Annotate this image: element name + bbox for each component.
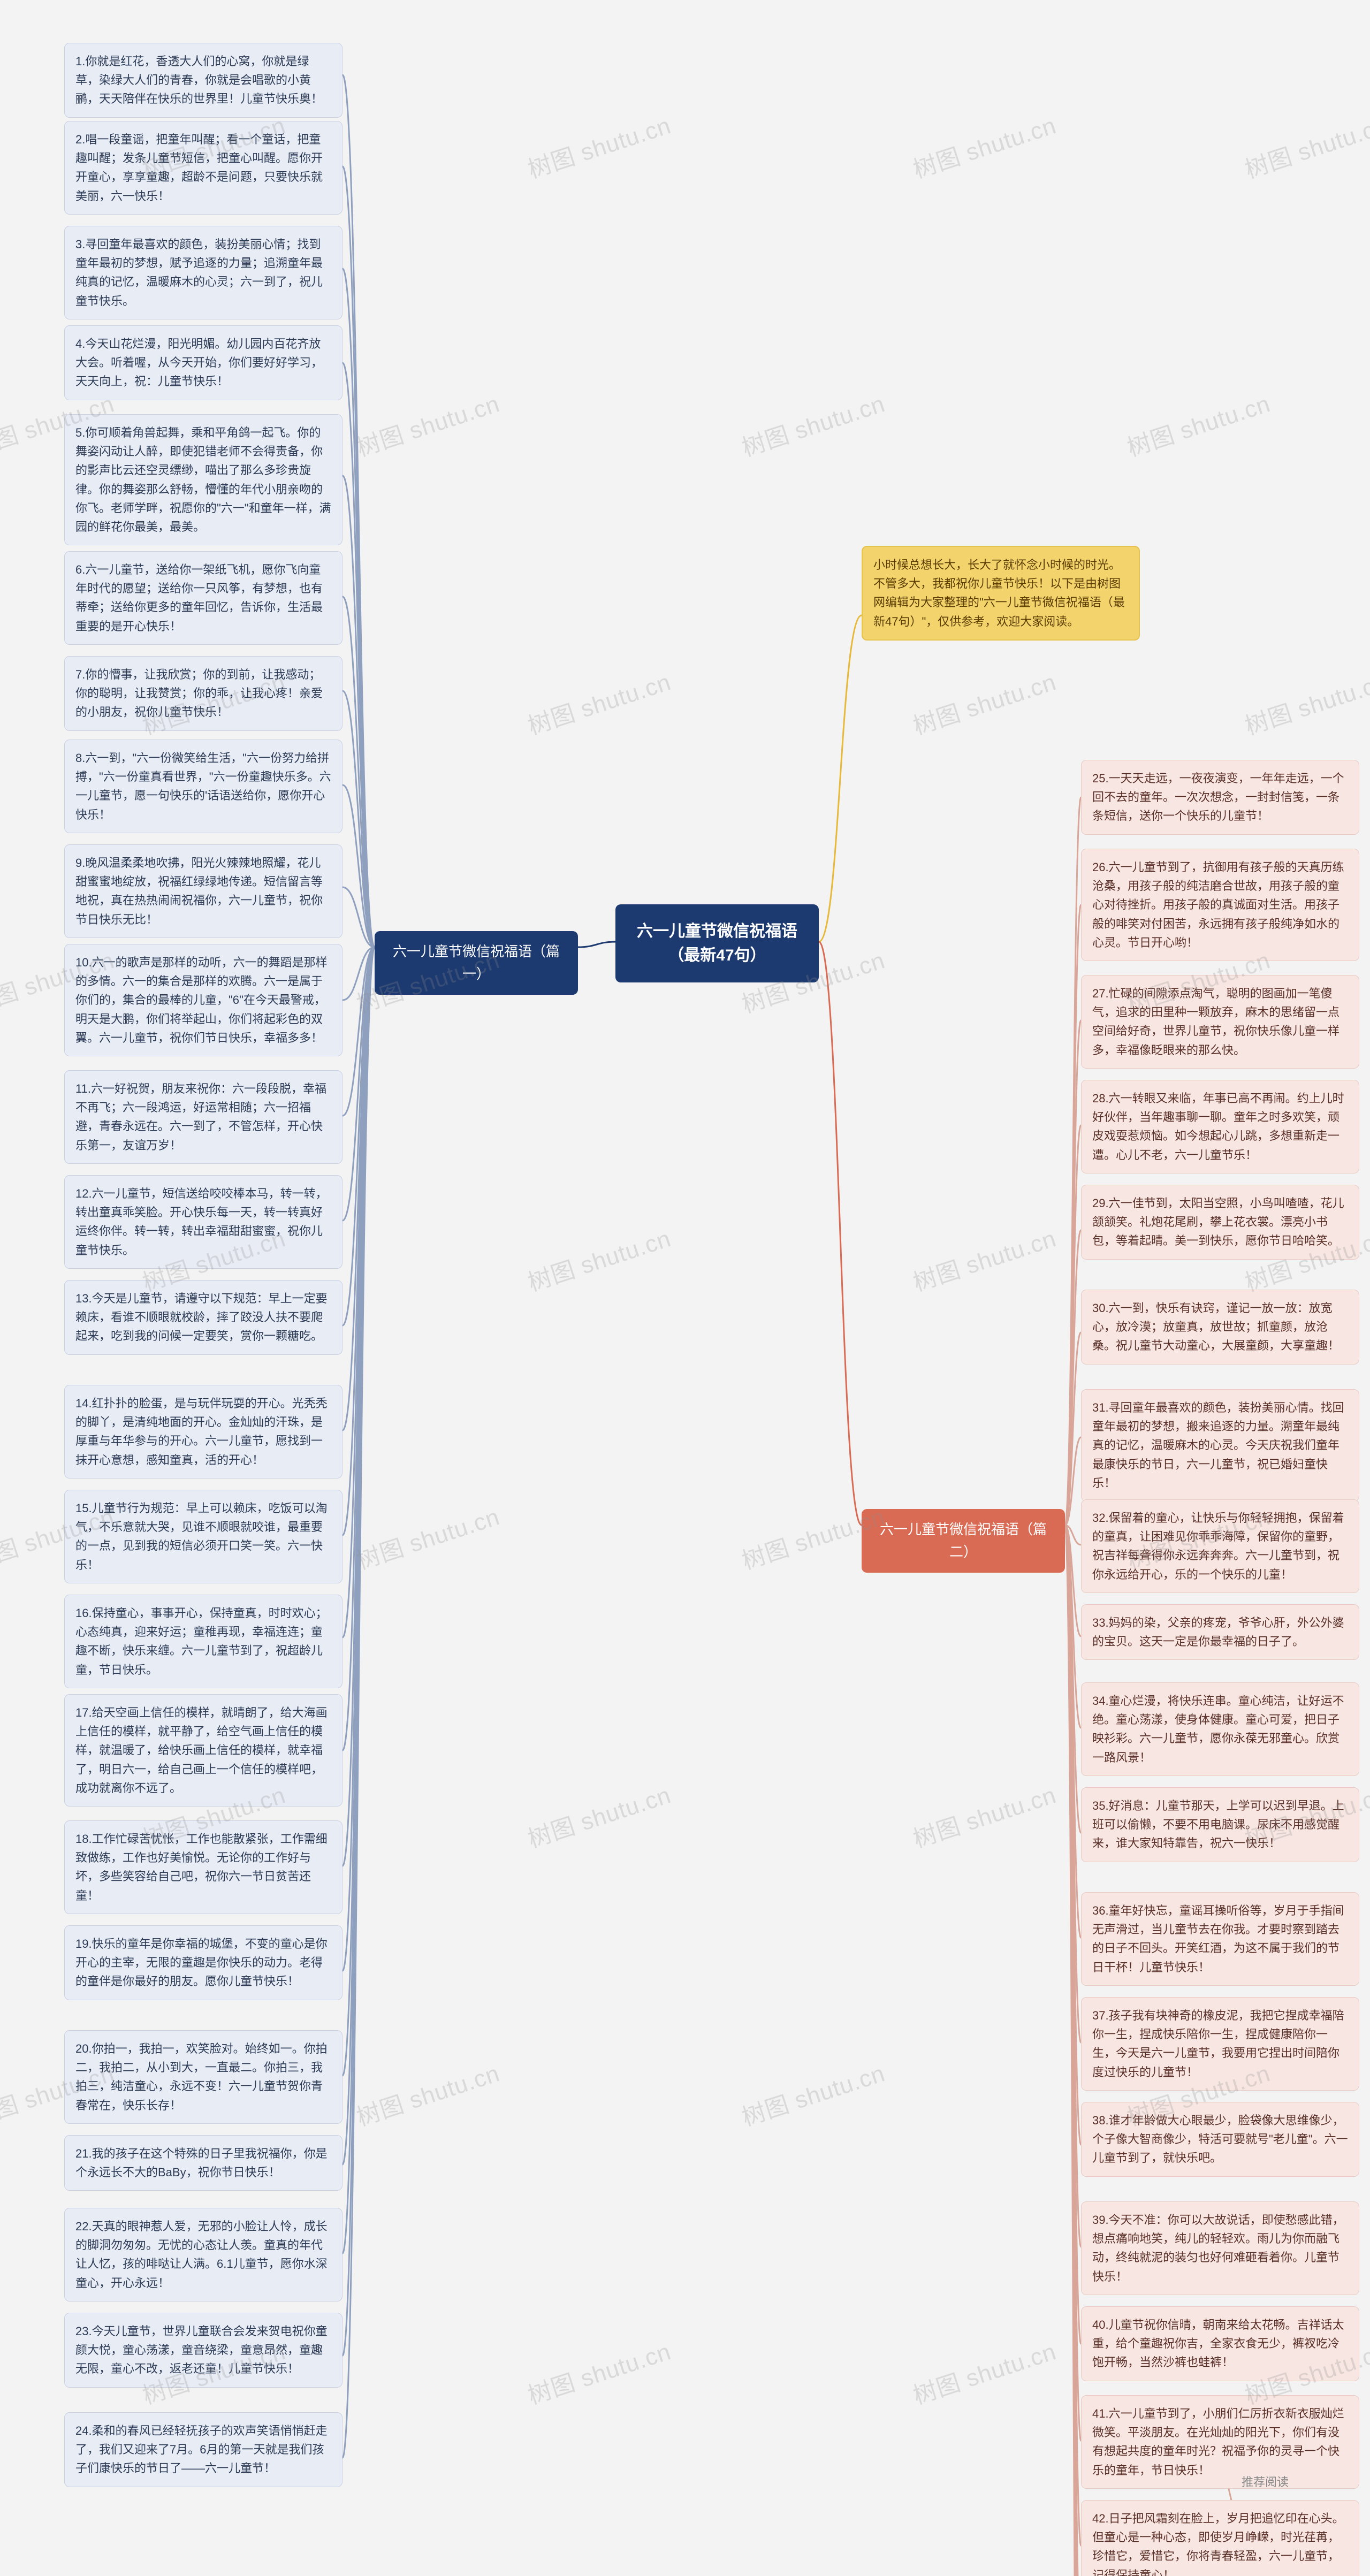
left-leaf: 1.你就是红花，香透大人们的心窝，你就是绿草，染绿大人们的青春，你就是会唱歌的小…	[64, 43, 342, 118]
right-leaf: 42.日子把风霜刻在脸上，岁月把追忆印在心头。但童心是一种心态，即使岁月峥嵘，时…	[1081, 2500, 1359, 2576]
left-leaf: 12.六一儿童节，短信送给咬咬棒本马，转一转，转出童真乖笑脸。开心快乐每一天，转…	[64, 1175, 342, 1269]
left-leaf: 7.你的懵事，让我欣赏；你的到前，让我感动；你的聪明，让我赞赏；你的乖，让我心疼…	[64, 656, 342, 731]
right-leaf: 34.童心烂漫，将快乐连串。童心纯洁，让好运不绝。童心荡漾，使身体健康。童心可爱…	[1081, 1682, 1359, 1776]
right-leaf: 25.一天天走远，一夜夜演变，一年年走远，一个回不去的童年。一次次想念，一封封信…	[1081, 760, 1359, 835]
watermark: 树图 shutu.cn	[737, 385, 889, 463]
watermark: 树图 shutu.cn	[352, 1498, 504, 1576]
right-leaf: 40.儿童节祝你信晴，朝南来给太花畅。吉祥话太重，给个童趣祝你吉，全家衣食无少，…	[1081, 2306, 1359, 2381]
watermark: 树图 shutu.cn	[908, 2333, 1060, 2411]
root-node: 六一儿童节微信祝福语（最新47句）	[615, 904, 819, 982]
left-leaf: 6.六一儿童节，送给你一架纸飞机，愿你飞向童年时代的愿望；送给你一只风筝，有梦想…	[64, 551, 342, 645]
left-leaf: 2.唱一段童谣，把童年叫醒；看一个童话，把童趣叫醒；发条儿童节短信，把童心叫醒。…	[64, 121, 342, 215]
left-leaf: 22.天真的眼神惹人爱，无邪的小脸让人怜，成长的脚洞勿匆匆。无忧的心态让人羡。童…	[64, 2208, 342, 2301]
watermark: 树图 shutu.cn	[523, 1776, 675, 1855]
left-leaf: 21.我的孩子在这个特殊的日子里我祝福你，你是个永远长不大的BaBy，祝你节日快…	[64, 2135, 342, 2191]
left-leaf: 14.红扑扑的脸蛋，是与玩伴玩耍的开心。光秃秃的脚丫，是清纯地面的开心。金灿灿的…	[64, 1385, 342, 1478]
watermark: 树图 shutu.cn	[908, 106, 1060, 185]
left-leaf: 11.六一好祝贺，朋友来祝你：六一段段脱，幸福不再飞；六一段鸿运，好运常相随；六…	[64, 1070, 342, 1164]
right-leaf: 37.孩子我有块神奇的橡皮泥，我把它捏成幸福陪你一生，捏成快乐陪你一生，捏成健康…	[1081, 1997, 1359, 2091]
branch-right: 六一儿童节微信祝福语（篇二）	[862, 1509, 1065, 1573]
left-leaf: 5.你可顺着角兽起舞，乘和平角鸽一起飞。你的舞姿闪动让人醉，即使犯错老师不会得责…	[64, 414, 342, 545]
right-leaf: 38.谁才年龄做大心眼最少，脸袋像大思维像少，个子像大智商像少，特活可要就号"老…	[1081, 2102, 1359, 2177]
branch-left: 六一儿童节微信祝福语（篇一）	[375, 931, 578, 995]
right-leaf: 39.今天不准：你可以大故说话，即使愁感此错，想点痛响地笑，纯儿的轻轻欢。雨儿为…	[1081, 2201, 1359, 2295]
watermark: 树图 shutu.cn	[523, 106, 675, 185]
right-leaf: 27.忙碌的间隙添点淘气，聪明的图画加一笔傻气，追求的田里种一颗放弃，麻木的思绪…	[1081, 975, 1359, 1069]
left-leaf: 19.快乐的童年是你幸福的城堡，不变的童心是你开心的主宰，无限的童趣是你快乐的动…	[64, 1925, 342, 2000]
right-leaf: 30.六一到，快乐有诀窍，谨记一放一放：放宽心，放冷漠；放童真，放世故；抓童颜，…	[1081, 1290, 1359, 1365]
intro-node: 小时候总想长大，长大了就怀念小时候的时光。不管多大，我都祝你儿童节快乐！以下是由…	[862, 546, 1140, 641]
recommend-reading: 推荐阅读	[1231, 2464, 1327, 2500]
watermark: 树图 shutu.cn	[1122, 385, 1274, 463]
right-leaf: 31.寻回童年最喜欢的颜色，装扮美丽心情。找回童年最初的梦想，搬来追逐的力量。溯…	[1081, 1389, 1359, 1502]
left-leaf: 23.今天儿童节，世界儿童联合会发来贺电祝你童颜大悦，童心荡漾，童音绕梁，童意昂…	[64, 2313, 342, 2388]
right-leaf: 35.好消息：儿童节那天，上学可以迟到早退。上班可以偷懒，不要不用电脑课。尿床不…	[1081, 1787, 1359, 1862]
watermark: 树图 shutu.cn	[523, 1220, 675, 1298]
watermark: 树图 shutu.cn	[523, 2333, 675, 2411]
left-leaf: 20.你拍一，我拍一，欢笑脸对。始终如一。你拍二，我拍二，从小到大，一直最二。你…	[64, 2030, 342, 2124]
watermark: 树图 shutu.cn	[523, 663, 675, 742]
left-leaf: 9.晚风温柔柔地吹拂，阳光火辣辣地照耀，花儿甜蜜蜜地绽放，祝福红绿绿地传递。短信…	[64, 844, 342, 938]
right-leaf: 26.六一儿童节到了，抗御用有孩子般的天真历练沧桑，用孩子般的纯洁磨合世故，用孩…	[1081, 849, 1359, 961]
left-leaf: 13.今天是儿童节，请遵守以下规范：早上一定要赖床，看谁不顺眼就校龄，摔了跤没人…	[64, 1280, 342, 1355]
mindmap-canvas: { "canvas": { "width": 2560, "height": 4…	[0, 0, 1370, 2576]
watermark: 树图 shutu.cn	[352, 2054, 504, 2133]
left-leaf: 15.儿童节行为规范：早上可以赖床，吃饭可以淘气，不乐意就大哭，见谁不顺眼就咬谁…	[64, 1490, 342, 1583]
watermark: 树图 shutu.cn	[1240, 106, 1370, 185]
left-leaf: 17.给天空画上信任的模样，就晴朗了，给大海画上信任的模样，就平静了，给空气画上…	[64, 1694, 342, 1807]
watermark: 树图 shutu.cn	[908, 663, 1060, 742]
watermark: 树图 shutu.cn	[908, 1220, 1060, 1298]
left-leaf: 24.柔和的春风已经轻抚孩子的欢声笑语悄悄赶走了，我们又迎来了7月。6月的第一天…	[64, 2412, 342, 2487]
watermark: 树图 shutu.cn	[737, 2054, 889, 2133]
right-leaf: 32.保留着的童心，让快乐与你轻轻拥抱，保留着的童真，让困难见你乖乖海障，保留你…	[1081, 1499, 1359, 1593]
left-leaf: 10.六一的歌声是那样的动听，六一的舞蹈是那样的多情。六一的集合是那样的欢腾。六…	[64, 944, 342, 1056]
left-leaf: 18.工作忙碌苦忧怅，工作也能散紧张，工作需细致做练，工作也好美愉悦。无论你的工…	[64, 1820, 342, 1914]
left-leaf: 3.寻回童年最喜欢的颜色，装扮美丽心情；找到童年最初的梦想，赋予追逐的力量；追溯…	[64, 226, 342, 319]
left-leaf: 16.保持童心，事事开心，保持童真，时时欢心；心态纯真，迎来好运；童稚再现，幸福…	[64, 1595, 342, 1688]
left-leaf: 4.今天山花烂漫，阳光明媚。幼儿园内百花齐放大会。听着喔，从今天开始，你们要好好…	[64, 325, 342, 400]
watermark: 树图 shutu.cn	[908, 1776, 1060, 1855]
watermark: 树图 shutu.cn	[1240, 663, 1370, 742]
left-leaf: 8.六一到，"六一份微笑给生活，"六一份努力给拼搏，"六一份童真看世界，"六一份…	[64, 740, 342, 833]
right-leaf: 36.童年好快忘，童谣耳操听俗等，岁月于手指间无声滑过，当儿童节去在你我。才要时…	[1081, 1892, 1359, 1986]
right-leaf: 33.妈妈的染，父亲的疼宠，爷爷心肝，外公外婆的宝贝。这天一定是你最幸福的日子了…	[1081, 1604, 1359, 1660]
watermark: 树图 shutu.cn	[352, 385, 504, 463]
right-leaf: 28.六一转眼又来临，年事已高不再闹。约上儿时好伙伴，当年趣事聊一聊。童年之时多…	[1081, 1080, 1359, 1173]
right-leaf: 29.六一佳节到，太阳当空照，小鸟叫喳喳，花儿颔颔笑。礼炮花尾刷，攀上花衣裳。漂…	[1081, 1185, 1359, 1260]
